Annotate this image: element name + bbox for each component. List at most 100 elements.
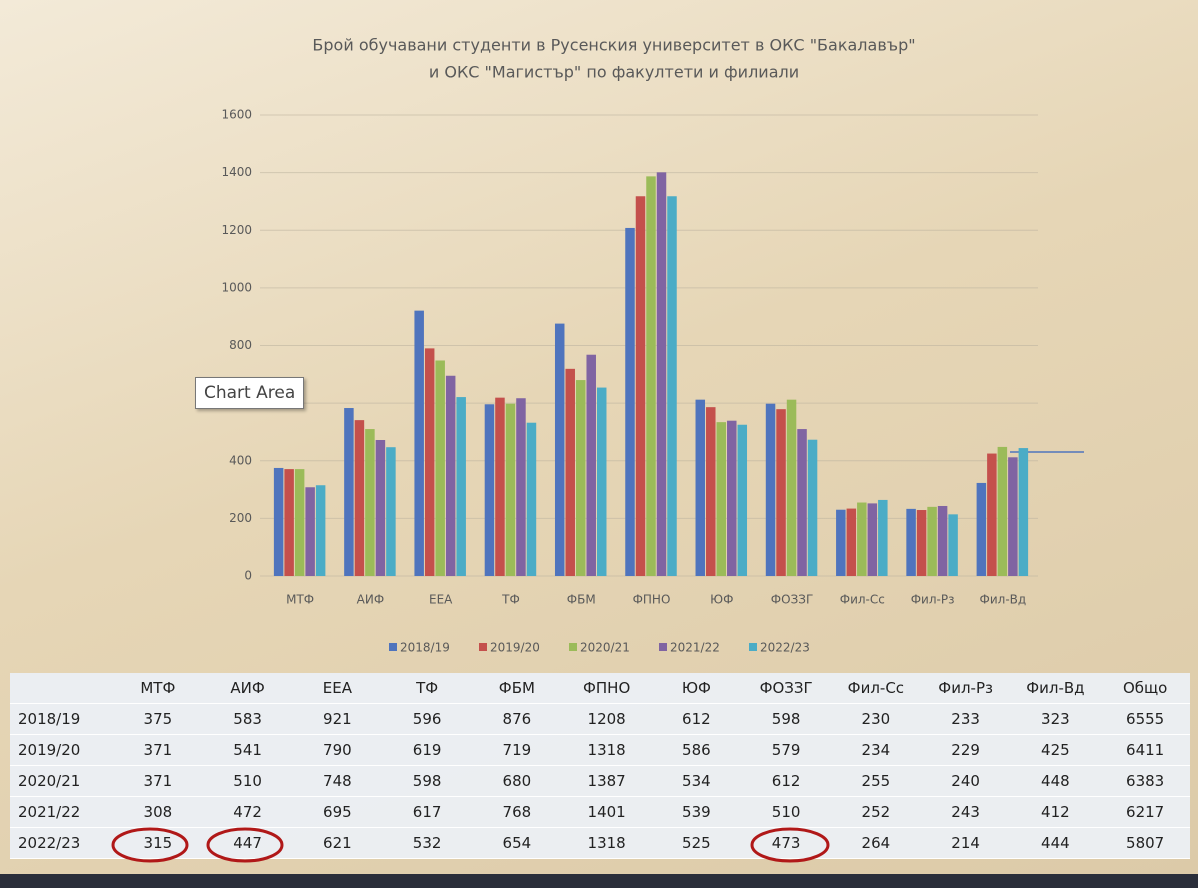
table-cell: 448 [1011, 766, 1101, 797]
table-cell: 252 [831, 797, 921, 828]
table-cell: 541 [203, 735, 293, 766]
table-cell: 371 [113, 766, 203, 797]
x-tick-label: ТФ [501, 593, 520, 607]
table-cell: 315 [113, 828, 203, 859]
table-cell: 447 [203, 828, 293, 859]
table-cell: 586 [652, 735, 742, 766]
chart: Брой обучавани студенти в Русенския унив… [0, 0, 1198, 672]
table-total: 5807 [1100, 828, 1190, 859]
x-tick-label: МТФ [286, 593, 314, 607]
table-cell: 532 [382, 828, 472, 859]
table-cell: 598 [741, 704, 831, 735]
table-cell: 1401 [562, 797, 652, 828]
table-cell: 921 [293, 704, 383, 735]
bar [868, 503, 878, 576]
legend-label: 2020/21 [580, 641, 630, 655]
table-total: 6555 [1100, 704, 1190, 735]
table-cell: 612 [741, 766, 831, 797]
bar [527, 423, 537, 576]
table-cell: 264 [831, 828, 921, 859]
bar [516, 398, 526, 576]
bar [506, 404, 516, 576]
y-tick-label: 200 [229, 511, 252, 525]
bar [344, 408, 354, 576]
table-cell: 234 [831, 735, 921, 766]
table-header: ТФ [382, 673, 472, 704]
bar [987, 454, 997, 576]
table-cell: 510 [741, 797, 831, 828]
y-tick-label: 0 [244, 569, 252, 583]
legend-label: 2018/19 [400, 641, 450, 655]
table-header: ФОЗЗГ [741, 673, 831, 704]
bar [625, 228, 635, 576]
table-row-label: 2020/21 [10, 766, 113, 797]
table-cell: 243 [921, 797, 1011, 828]
table-row-label: 2018/19 [10, 704, 113, 735]
table-header: Фил-Вд [1011, 673, 1101, 704]
bar [274, 468, 284, 576]
bar [597, 388, 607, 576]
table-total: 6411 [1100, 735, 1190, 766]
bar [376, 440, 386, 576]
bar [355, 420, 365, 576]
bar [998, 447, 1008, 576]
table-cell: 473 [741, 828, 831, 859]
table-total: 6217 [1100, 797, 1190, 828]
table-cell: 375 [113, 704, 203, 735]
table-cell: 621 [293, 828, 383, 859]
table-cell: 598 [382, 766, 472, 797]
table-cell: 371 [113, 735, 203, 766]
bar [797, 429, 807, 576]
table-header: ФБМ [472, 673, 562, 704]
bar [555, 324, 565, 576]
table-cell: 534 [652, 766, 742, 797]
bar [917, 510, 927, 576]
page: Брой обучавани студенти в Русенския унив… [0, 0, 1198, 888]
x-tick-label: Фил-Вд [980, 593, 1027, 607]
table-header: ЕЕА [293, 673, 383, 704]
bar [727, 421, 737, 576]
table-cell: 1318 [562, 828, 652, 859]
bar [766, 404, 776, 576]
bar [425, 348, 435, 576]
table-cell: 876 [472, 704, 562, 735]
table-cell: 525 [652, 828, 742, 859]
table-header: Фил-Рз [921, 673, 1011, 704]
footer-bar [0, 874, 1198, 888]
table-cell: 579 [741, 735, 831, 766]
x-tick-label: ФПНО [633, 593, 671, 607]
bar [948, 514, 958, 576]
bar [284, 469, 294, 576]
table-cell: 444 [1011, 828, 1101, 859]
legend-label: 2022/23 [760, 641, 810, 655]
bar [446, 376, 456, 576]
table-cell: 214 [921, 828, 1011, 859]
table-cell: 695 [293, 797, 383, 828]
x-tick-label: Фил-Сс [840, 593, 885, 607]
bar [847, 509, 857, 576]
table-cell: 612 [652, 704, 742, 735]
bar [565, 369, 575, 576]
x-tick-label: ЮФ [710, 593, 733, 607]
table-header: ЮФ [652, 673, 742, 704]
bar [808, 440, 818, 576]
table-cell: 323 [1011, 704, 1101, 735]
y-tick-label: 800 [229, 338, 252, 352]
legend-swatch [389, 643, 397, 651]
table-cell: 230 [831, 704, 921, 735]
table-cell: 240 [921, 766, 1011, 797]
table-cell: 583 [203, 704, 293, 735]
table-cell: 308 [113, 797, 203, 828]
bar [646, 176, 656, 576]
table-header: Фил-Сс [831, 673, 921, 704]
table-row-label: 2019/20 [10, 735, 113, 766]
y-tick-label: 400 [229, 453, 252, 467]
x-tick-label: АИФ [357, 593, 385, 607]
legend-label: 2019/20 [490, 641, 540, 655]
table-corner [10, 673, 113, 704]
